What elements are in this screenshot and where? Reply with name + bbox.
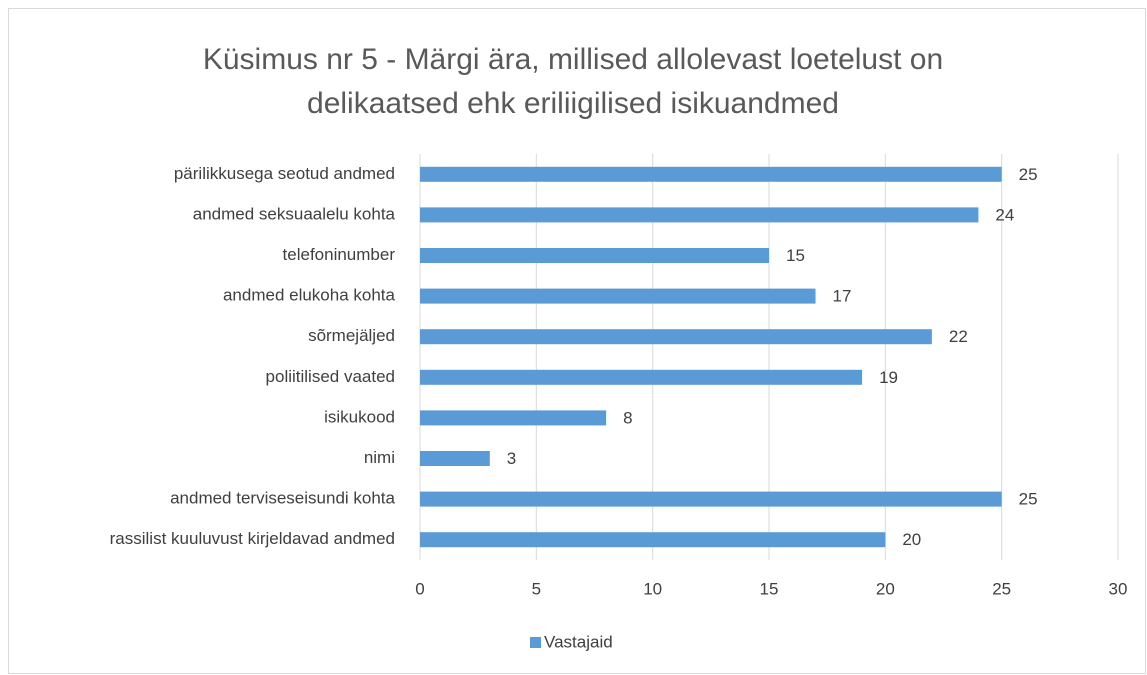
x-tick-label: 30 <box>1109 579 1128 598</box>
y-tick-label: rassilist kuuluvust kirjeldavad andmed <box>110 529 395 548</box>
bar <box>420 369 863 385</box>
x-tick-label: 10 <box>643 579 662 598</box>
y-tick-label: andmed terviseseisundi kohta <box>170 489 395 508</box>
bar <box>420 532 886 548</box>
chart-frame <box>8 8 1146 674</box>
x-tick-label: 5 <box>532 579 541 598</box>
y-tick-label: andmed seksuaalelu kohta <box>193 204 396 223</box>
data-label: 19 <box>879 368 898 387</box>
bar <box>420 288 816 304</box>
x-tick-label: 0 <box>415 579 424 598</box>
data-label: 15 <box>786 246 805 265</box>
bar <box>420 207 979 223</box>
y-tick-label: nimi <box>364 448 395 467</box>
data-label: 22 <box>949 327 968 346</box>
x-tick-label: 20 <box>876 579 895 598</box>
bar <box>420 329 932 345</box>
data-label: 17 <box>833 287 852 306</box>
bar <box>420 491 1002 507</box>
bar <box>420 166 1002 182</box>
data-label: 20 <box>902 530 921 549</box>
y-tick-label: sõrmejäljed <box>308 326 395 345</box>
data-label: 24 <box>995 205 1014 224</box>
y-tick-label: pärilikkusega seotud andmed <box>174 164 395 183</box>
y-tick-label: telefoninumber <box>283 245 396 264</box>
data-label: 25 <box>1019 165 1038 184</box>
y-tick-label: poliitilised vaated <box>266 367 395 386</box>
x-tick-label: 15 <box>760 579 779 598</box>
legend-swatch <box>530 637 541 648</box>
bar <box>420 248 769 263</box>
data-label: 25 <box>1019 490 1038 509</box>
y-tick-label: isikukood <box>324 407 395 426</box>
bar <box>420 410 607 426</box>
data-label: 3 <box>507 449 516 468</box>
data-label: 8 <box>623 408 632 427</box>
y-tick-label: andmed elukoha kohta <box>223 286 396 305</box>
chart-title: Küsimus nr 5 - Märgi ära, millised allol… <box>202 43 944 120</box>
legend-label: Vastajaid <box>544 632 613 651</box>
x-tick-label: 25 <box>992 579 1011 598</box>
bar <box>420 451 490 466</box>
